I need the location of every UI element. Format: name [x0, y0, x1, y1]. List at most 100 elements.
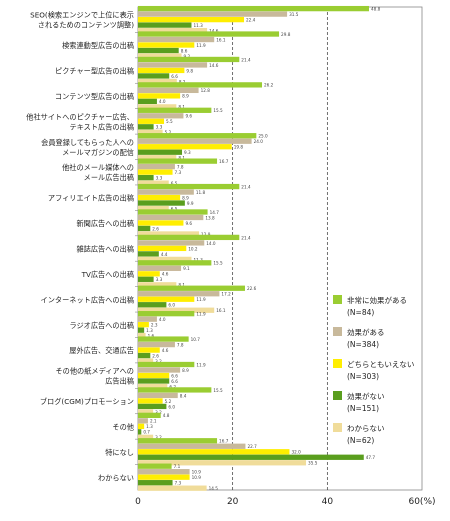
bar	[138, 180, 169, 186]
bar	[138, 56, 240, 63]
data-label: 9.6	[185, 221, 192, 226]
legend-label: わからない	[347, 424, 385, 433]
data-label: 4.6	[162, 348, 169, 353]
data-label: 3.3	[156, 125, 163, 130]
category-label: 検索連動型広告の出稿	[62, 41, 134, 50]
data-label: 13.8	[205, 215, 215, 220]
data-label: 5.2	[165, 130, 172, 135]
bar	[138, 316, 157, 322]
data-label: 14.0	[206, 241, 216, 246]
legend-label: (N=384)	[347, 340, 379, 349]
bar	[138, 225, 151, 232]
data-label: 15.5	[213, 261, 223, 266]
bar	[138, 53, 182, 59]
bar	[138, 104, 177, 110]
bar	[138, 189, 194, 195]
data-label: 4.0	[159, 99, 166, 104]
bar	[138, 347, 160, 353]
category-label: メールマガジンの配信	[62, 148, 134, 157]
data-label: 4.0	[159, 317, 166, 322]
data-label: 26.2	[264, 83, 274, 88]
data-label: 0.7	[143, 430, 150, 435]
bar	[138, 327, 145, 333]
data-label: 47.7	[366, 455, 376, 460]
bar	[138, 82, 263, 88]
data-label: 3.2	[155, 435, 162, 440]
data-label: 21.4	[241, 184, 251, 189]
bar	[138, 418, 148, 424]
category-label: その他の紙メディアへの	[55, 367, 134, 376]
category-label: 屋外広告、交通広告	[69, 346, 134, 355]
legend-swatch	[333, 423, 342, 432]
bar	[138, 463, 172, 469]
category-label: 新聞広告への出稿	[76, 219, 134, 228]
bar	[138, 234, 240, 241]
bar	[138, 296, 195, 302]
data-label: 7.8	[177, 164, 184, 169]
bar	[138, 367, 181, 373]
data-label: 16.1	[216, 308, 226, 313]
bar	[138, 352, 151, 359]
bar	[138, 443, 246, 449]
bar	[138, 311, 195, 317]
category-label: されるためのコンテンツ調整)	[38, 21, 134, 30]
data-label: 7.3	[175, 170, 182, 175]
data-label: 7.8	[177, 342, 184, 347]
legend-label: (N=303)	[347, 372, 379, 381]
bar	[138, 231, 200, 237]
data-label: 5.5	[166, 119, 173, 124]
data-label: 11.3	[193, 23, 203, 28]
category-label: 広告出稿	[105, 377, 134, 386]
bar	[138, 47, 179, 54]
bar	[138, 11, 288, 17]
bar	[138, 409, 154, 415]
data-label: 3.2	[155, 410, 162, 415]
data-label: 16.1	[216, 37, 226, 42]
bar	[138, 412, 161, 418]
data-label: 11.9	[196, 297, 206, 302]
data-label: 9.8	[186, 68, 193, 73]
bar	[138, 220, 184, 226]
bar	[138, 144, 232, 150]
bar	[138, 285, 245, 291]
bar	[138, 276, 154, 282]
category-label: わからない	[98, 473, 134, 482]
bar	[138, 62, 208, 68]
legend-swatch	[333, 359, 342, 368]
data-label: 3.3	[156, 277, 163, 282]
bar	[138, 485, 207, 491]
data-label: 8.9	[182, 195, 189, 200]
data-label: 4.6	[162, 272, 169, 277]
data-label: 8.4	[180, 393, 187, 398]
data-label: 1.6	[148, 334, 155, 339]
bar	[138, 282, 177, 288]
bar	[138, 460, 307, 466]
legend-label: (N=84)	[347, 308, 374, 317]
data-label: 1.3	[146, 424, 153, 429]
data-label: 10.2	[188, 246, 198, 251]
bar	[138, 113, 184, 119]
data-label: 6.0	[168, 303, 175, 308]
data-label: 8.1	[178, 105, 185, 110]
category-label: テキスト広告の出稿	[70, 122, 134, 131]
bar	[138, 361, 195, 368]
bar	[138, 78, 177, 85]
data-label: 22.6	[247, 286, 257, 291]
bar	[138, 302, 167, 308]
data-label: 6.6	[171, 373, 178, 378]
bar	[138, 214, 204, 221]
data-label: 6.5	[171, 181, 178, 186]
bar	[138, 124, 154, 130]
data-label: 9.2	[184, 54, 191, 59]
bar	[138, 480, 173, 486]
bar	[138, 434, 154, 440]
data-label: 5.2	[165, 399, 172, 404]
bar	[138, 454, 364, 460]
data-label: 21.4	[241, 235, 251, 240]
legend-label: (N=151)	[347, 404, 379, 413]
bar	[138, 133, 257, 139]
legend-label: (N=62)	[347, 436, 374, 445]
data-label: 8.1	[178, 283, 185, 288]
